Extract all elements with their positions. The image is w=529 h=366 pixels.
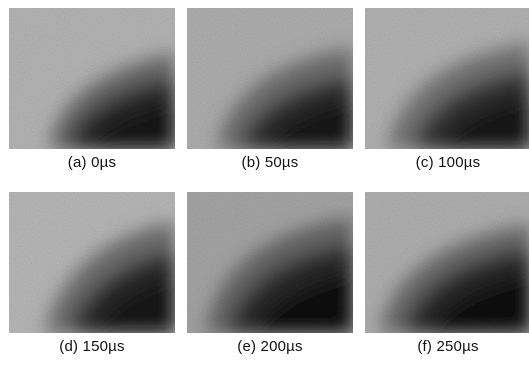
panel-d: (d) 150µs [9, 192, 179, 333]
speckle-image-d [9, 192, 175, 333]
image-frame-b [187, 8, 353, 149]
panel-b: (b) 50µs [187, 8, 357, 149]
caption-b: (b) 50µs [187, 154, 353, 171]
speckle-image-c [365, 8, 529, 149]
speckle-image-a [9, 8, 175, 149]
image-frame-d [9, 192, 175, 333]
caption-a: (a) 0µs [9, 154, 175, 171]
caption-e: (e) 200µs [187, 338, 353, 355]
caption-f: (f) 250µs [365, 338, 529, 355]
image-frame-c [365, 8, 529, 149]
panel-e: (e) 200µs [187, 192, 357, 333]
image-frame-a [9, 8, 175, 149]
image-frame-e [187, 192, 353, 333]
speckle-image-e [187, 192, 353, 333]
speckle-image-f [365, 192, 529, 333]
caption-c: (c) 100µs [365, 154, 529, 171]
speckle-image-b [187, 8, 353, 149]
image-frame-f [365, 192, 529, 333]
caption-d: (d) 150µs [9, 338, 175, 355]
panel-a: (a) 0µs [9, 8, 179, 149]
panel-c: (c) 100µs [365, 8, 529, 149]
panel-f: (f) 250µs [365, 192, 529, 333]
